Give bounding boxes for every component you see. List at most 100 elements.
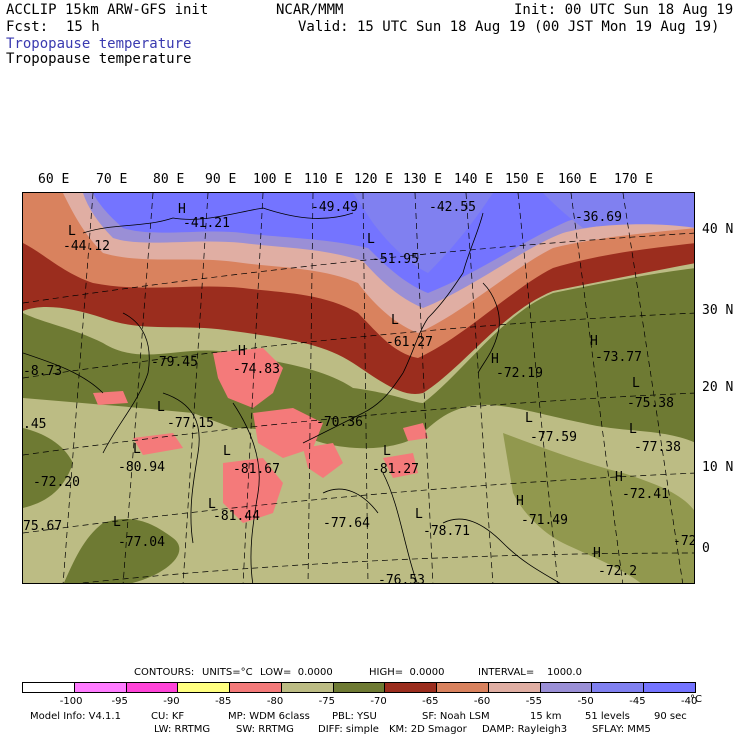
graticule bbox=[23, 193, 694, 583]
extremum-value: -72 bbox=[673, 534, 695, 549]
lon-label: 140 E bbox=[454, 172, 494, 187]
field-title-1: Tropopause temperature bbox=[6, 36, 192, 52]
colorbar-swatch bbox=[487, 682, 541, 693]
model-title: ACCLIP 15km ARW-GFS init bbox=[6, 2, 209, 18]
extremum-value: -72.20 bbox=[33, 475, 80, 490]
extremum-value: -78.71 bbox=[423, 524, 470, 539]
extremum-value: -77.59 bbox=[530, 430, 577, 445]
colorbar-swatch bbox=[591, 682, 645, 693]
lon-label: 80 E bbox=[153, 172, 185, 187]
lat-label: 40 N bbox=[702, 222, 734, 237]
extremum-value: -81.27 bbox=[372, 462, 419, 477]
extremum-value: -79.45 bbox=[151, 355, 198, 370]
lon-label: 70 E bbox=[96, 172, 128, 187]
colorbar-swatch bbox=[22, 682, 75, 693]
band-olive-patch bbox=[503, 433, 694, 583]
extremum-mark: L bbox=[208, 497, 216, 512]
colorbar-swatch bbox=[73, 682, 127, 693]
extremum-mark: L bbox=[629, 422, 637, 437]
init-time: Init: 00 UTC Sun 18 Aug 19 bbox=[514, 2, 734, 18]
band-olive-patch bbox=[23, 428, 73, 508]
contours-low: LOW= 0.0000 bbox=[260, 667, 333, 678]
colorbar-tick-label: -40 bbox=[681, 696, 698, 707]
extremum-mark: L bbox=[525, 411, 533, 426]
fcst-value: 15 h bbox=[66, 19, 100, 35]
levels: 51 levels bbox=[585, 711, 630, 722]
lon-label: 170 E bbox=[614, 172, 654, 187]
colorbar-swatch bbox=[125, 682, 179, 693]
extremum-mark: L bbox=[133, 442, 141, 457]
extremum-mark: H bbox=[178, 202, 186, 217]
extremum-value: -77.64 bbox=[323, 516, 370, 531]
colorbar-tick-label: -55 bbox=[525, 696, 543, 707]
extremum-value: -73.77 bbox=[595, 350, 642, 365]
lon-label: 160 E bbox=[558, 172, 598, 187]
extremum-value: -49.49 bbox=[311, 200, 358, 215]
colorbar-tick-label: -60 bbox=[473, 696, 491, 707]
lon-label: 150 E bbox=[505, 172, 545, 187]
extremum-value: -81.44 bbox=[213, 509, 260, 524]
colorbar-tick-label: -85 bbox=[215, 696, 232, 707]
extremum-mark: L bbox=[415, 507, 423, 522]
extremum-value: -72.2 bbox=[598, 564, 637, 579]
extremum-mark: L bbox=[68, 224, 76, 239]
band-olive-patch bbox=[63, 519, 180, 583]
band-blue-light bbox=[353, 193, 493, 273]
extremum-value: -81.67 bbox=[233, 462, 280, 477]
timestep: 90 sec bbox=[654, 711, 687, 722]
contours-units: UNITS=°C bbox=[202, 667, 253, 678]
coastlines bbox=[23, 207, 561, 583]
extremum-value: -44.12 bbox=[63, 239, 110, 254]
extremum-value: -41.21 bbox=[183, 216, 230, 231]
colorbar-unit: °C bbox=[690, 694, 702, 705]
extremum-value: -71.49 bbox=[521, 513, 568, 528]
extremum-value: -8.73 bbox=[23, 364, 62, 379]
colorbar-tick-label: -90 bbox=[163, 696, 180, 707]
extremum-mark: L bbox=[367, 232, 375, 247]
cumulus-scheme: CU: KF bbox=[151, 711, 185, 722]
extremum-value: -70.36 bbox=[316, 415, 363, 430]
colorbar-tick-label: -70 bbox=[370, 696, 387, 707]
extremum-mark: H bbox=[615, 470, 623, 485]
org-label: NCAR/MMM bbox=[276, 2, 344, 18]
extremum-value: -77.15 bbox=[167, 416, 214, 431]
pbl-scheme: PBL: YSU bbox=[332, 711, 377, 722]
band-olive bbox=[23, 268, 694, 449]
contours-interval: INTERVAL= 1000.0 bbox=[478, 667, 582, 678]
model-info: Model Info: V4.1.1 bbox=[30, 711, 121, 722]
colorbar-tick-label: -45 bbox=[629, 696, 646, 707]
extremum-mark: L bbox=[157, 400, 165, 415]
band-blue-light bbox=[543, 193, 694, 228]
extremum-value: .45 bbox=[23, 417, 46, 432]
colorbar-tick-label: -80 bbox=[266, 696, 284, 707]
extremum-value: -77.38 bbox=[634, 440, 681, 455]
extremum-mark: H bbox=[590, 334, 598, 349]
extremum-value: -72.41 bbox=[622, 487, 669, 502]
extremum-mark: H bbox=[516, 494, 524, 509]
extremum-value: -76.53 bbox=[378, 573, 425, 584]
lon-label: 60 E bbox=[38, 172, 70, 187]
extremum-value: -72.19 bbox=[496, 366, 543, 381]
lat-label: 20 N bbox=[702, 380, 734, 395]
resolution: 15 km bbox=[530, 711, 562, 722]
extremum-value: -77.04 bbox=[118, 535, 165, 550]
colorbar-swatch bbox=[332, 682, 386, 693]
lon-label: 90 E bbox=[205, 172, 237, 187]
extremum-mark: L bbox=[383, 444, 391, 459]
colorbar-swatch bbox=[539, 682, 593, 693]
lat-label: 0 bbox=[702, 541, 710, 556]
surface-layer: SFLAY: MM5 bbox=[592, 724, 651, 735]
lon-label: 120 E bbox=[354, 172, 394, 187]
extremum-value: -61.27 bbox=[386, 335, 433, 350]
extremum-value: -36.69 bbox=[575, 210, 622, 225]
extremum-value: -51.95 bbox=[372, 252, 419, 267]
surface-scheme: SF: Noah LSM bbox=[422, 711, 490, 722]
lon-label: 100 E bbox=[253, 172, 293, 187]
colorbar-swatch bbox=[280, 682, 334, 693]
band-salmon bbox=[93, 348, 428, 523]
extremum-value: -74.83 bbox=[233, 362, 280, 377]
extremum-value: -75.38 bbox=[627, 396, 674, 411]
contours-high: HIGH= 0.0000 bbox=[369, 667, 445, 678]
colorbar-swatch bbox=[177, 682, 231, 693]
tropopause-temperature-map: H -41.21 L -44.12 -49.49 -42.55 -36.69 L… bbox=[22, 192, 695, 584]
